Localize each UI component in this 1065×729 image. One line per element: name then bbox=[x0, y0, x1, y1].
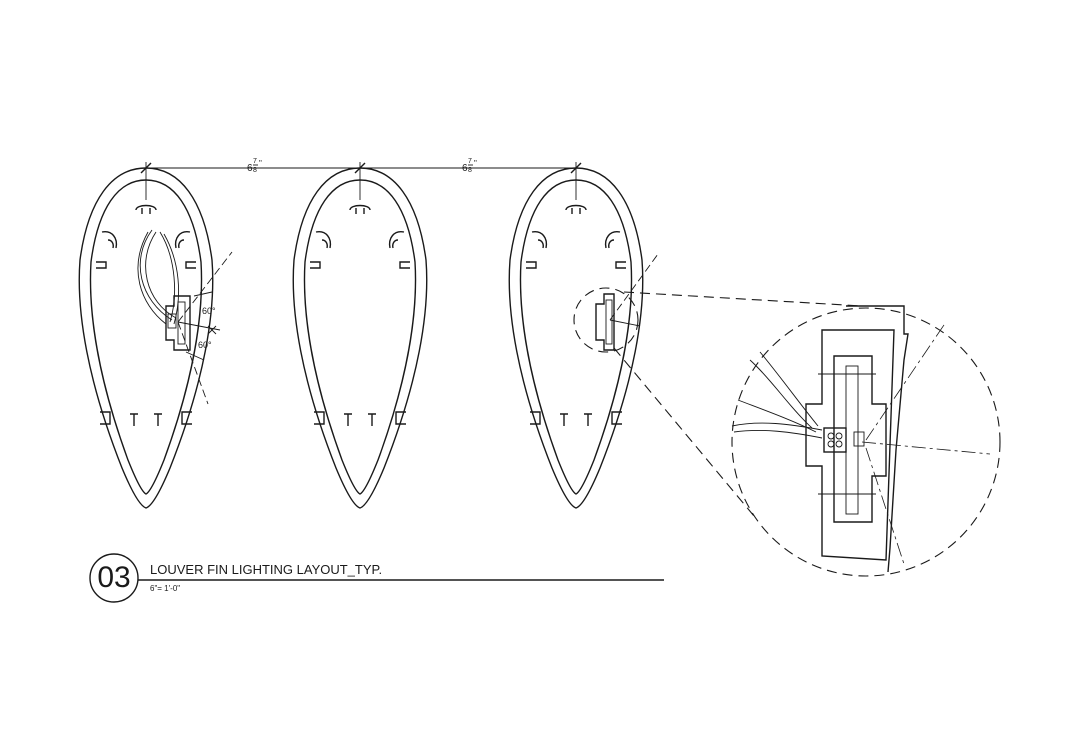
drawing-number: 03 bbox=[97, 561, 131, 594]
dimension-label-1: 6 7 8 " bbox=[247, 158, 262, 174]
detail-callout-circle bbox=[573, 287, 639, 353]
svg-text:7: 7 bbox=[253, 158, 257, 165]
svg-text:": " bbox=[474, 159, 477, 168]
svg-text:7: 7 bbox=[468, 158, 472, 165]
louver-fin-2 bbox=[292, 167, 428, 509]
angle-label-2: 60° bbox=[198, 340, 212, 350]
detail-leader-lines bbox=[613, 291, 863, 517]
louver-fin-3 bbox=[508, 167, 659, 509]
enlarged-detail bbox=[731, 305, 1001, 577]
svg-text:6: 6 bbox=[247, 163, 253, 174]
drawing-number-circle bbox=[89, 553, 139, 603]
louver-fin-1 bbox=[78, 167, 233, 509]
drawing-title: LOUVER FIN LIGHTING LAYOUT_TYP. bbox=[150, 562, 383, 577]
svg-text:6: 6 bbox=[462, 163, 468, 174]
dimension-label-2: 6 7 8 " bbox=[462, 158, 477, 174]
svg-text:8: 8 bbox=[253, 167, 257, 174]
svg-text:": " bbox=[259, 159, 262, 168]
svg-text:8: 8 bbox=[468, 167, 472, 174]
drawing-scale: 6"= 1'-0" bbox=[150, 584, 181, 593]
title-block bbox=[89, 553, 664, 603]
angle-label-1: 60° bbox=[202, 306, 216, 316]
